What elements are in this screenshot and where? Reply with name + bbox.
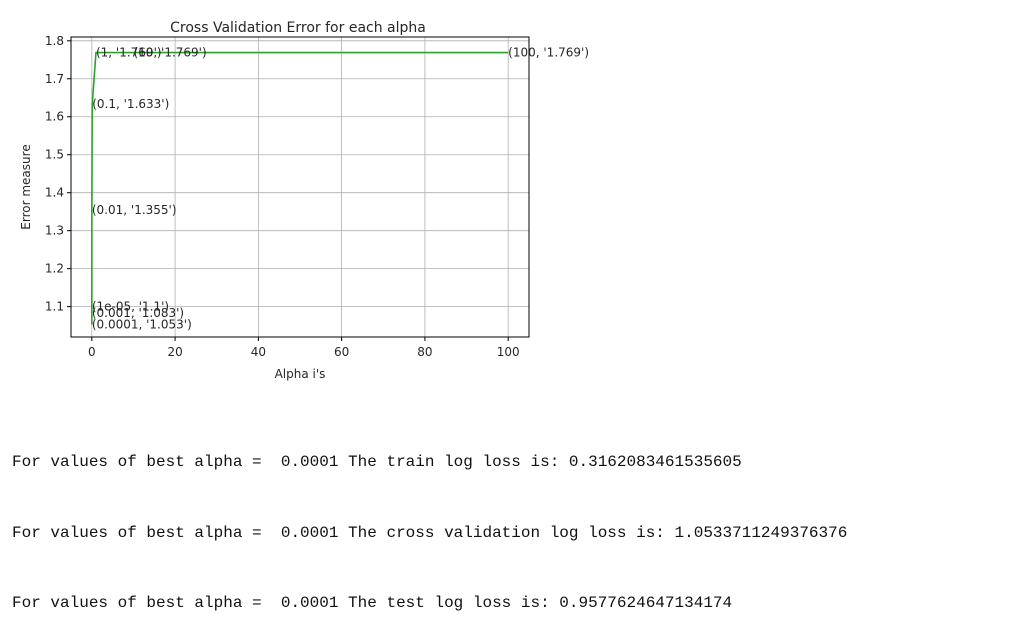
- y-axis-label: Error measure: [19, 144, 33, 229]
- ticks: 0 20 40 60 80 100 1.1 1.2 1.3 1.4 1.5 1.6 1.7 1.8: [45, 34, 520, 359]
- point-annotation: (1, '1.769'): [96, 46, 162, 60]
- y-tick-label: 1.6: [45, 110, 64, 124]
- plot-frame: [70, 36, 530, 338]
- cv-error-chart: Cross Validation Error for each alpha 0 2…: [19, 20, 589, 381]
- point-annotation: (0.1, '1.633'): [92, 97, 169, 111]
- y-tick-label: 1.2: [45, 262, 64, 276]
- point-annotation: (10, '1.769'): [133, 46, 206, 60]
- x-tick-label: 100: [497, 345, 520, 359]
- console-output: For values of best alpha = 0.0001 The tr…: [12, 404, 847, 639]
- series-layer: [91, 51, 509, 325]
- annotations: (1e-05, '1.1') (0.0001, '1.053')(0.001, '…: [92, 46, 589, 332]
- point-annotation: (100, '1.769'): [508, 46, 589, 60]
- y-tick-label: 1.7: [45, 72, 64, 86]
- x-tick-label: 80: [417, 345, 432, 359]
- y-tick-label: 1.1: [45, 300, 64, 314]
- x-tick-label: 40: [251, 345, 266, 359]
- cv-log-loss-line: For values of best alpha = 0.0001 The cr…: [12, 523, 848, 542]
- series-line: [91, 51, 509, 325]
- point-annotation: (1e-05, '1.1'): [92, 300, 169, 314]
- y-tick-label: 1.4: [45, 186, 64, 200]
- test-log-loss-line: For values of best alpha = 0.0001 The te…: [12, 594, 733, 612]
- grid: [71, 37, 529, 337]
- x-tick-label: 20: [167, 345, 182, 359]
- train-log-loss-line: For values of best alpha = 0.0001 The tr…: [12, 453, 742, 471]
- x-tick-label: 0: [88, 345, 96, 359]
- x-axis-label: Alpha i's: [275, 367, 326, 381]
- point-annotation: (0.01, '1.355'): [92, 203, 177, 217]
- y-tick-label: 1.5: [45, 148, 64, 162]
- point-annotation: (0.001, '1.083'): [92, 306, 184, 320]
- y-tick-label: 1.3: [45, 224, 64, 238]
- chart-title: Cross Validation Error for each alpha: [170, 20, 426, 36]
- y-tick-label: 1.8: [45, 34, 64, 48]
- x-tick-label: 60: [334, 345, 349, 359]
- point-annotation: (0.0001, '1.053'): [92, 317, 192, 331]
